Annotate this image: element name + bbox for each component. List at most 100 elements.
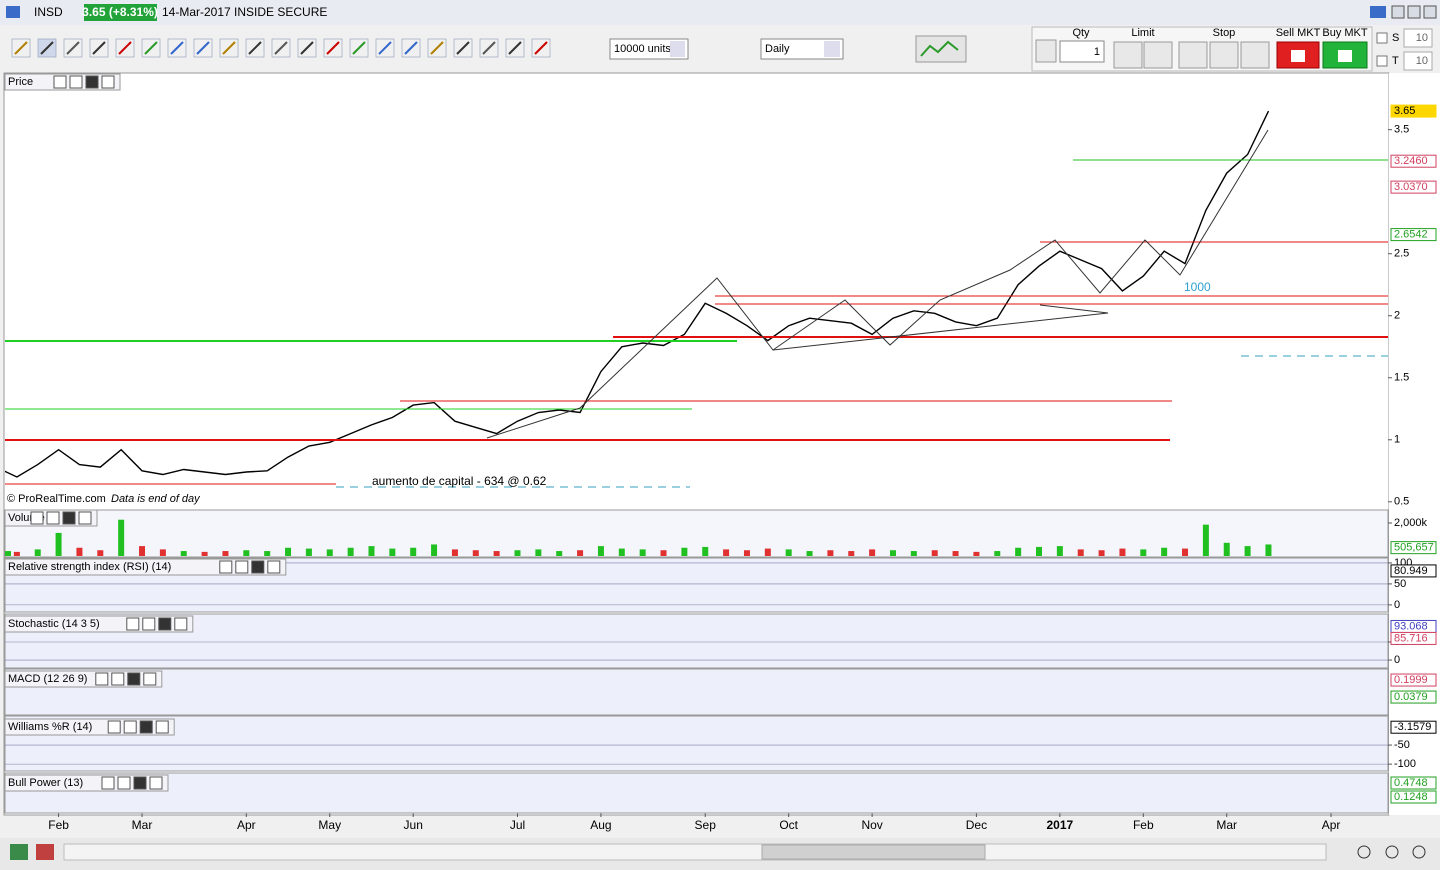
y-tick-label: -50 <box>1394 739 1410 751</box>
tool-button[interactable] <box>271 38 291 58</box>
panel-title: Williams %R (14) <box>8 721 92 733</box>
volume-bar <box>535 549 542 556</box>
tool-icon <box>508 41 522 55</box>
tool-button[interactable] <box>167 38 187 58</box>
panel-button[interactable] <box>158 617 172 631</box>
window-title: 14-Mar-2017 INSIDE SECURE <box>162 5 327 19</box>
panel-button[interactable] <box>139 720 153 734</box>
price-marker-label: 93.068 <box>1394 620 1428 632</box>
dropdown-arrow[interactable] <box>670 41 685 57</box>
x-tick-label: Sep <box>695 818 717 832</box>
stop-button[interactable] <box>1209 41 1239 69</box>
tool-button[interactable] <box>219 38 239 58</box>
qty-input[interactable] <box>1059 40 1105 63</box>
panel-button[interactable] <box>117 776 131 790</box>
limit-buy-button[interactable] <box>1113 41 1143 69</box>
settings-button[interactable] <box>1035 39 1057 63</box>
y-tick-label: -100 <box>1394 758 1416 770</box>
panel-button[interactable] <box>46 511 60 525</box>
panel-button[interactable] <box>30 511 44 525</box>
panel-button[interactable] <box>111 672 125 686</box>
tool-icon <box>534 41 548 55</box>
tool-button[interactable] <box>479 38 499 58</box>
volume-bar <box>285 547 292 556</box>
y-tick-label: 1.5 <box>1394 372 1409 384</box>
tool-button[interactable] <box>11 38 31 58</box>
tool-button[interactable] <box>115 38 135 58</box>
panel-button[interactable] <box>142 617 156 631</box>
panel-background <box>4 509 1389 558</box>
title-bar <box>0 0 1440 25</box>
panel-button[interactable] <box>62 511 76 525</box>
tool-button[interactable] <box>323 38 343 58</box>
units-dropdown[interactable] <box>609 38 689 60</box>
tool-button[interactable] <box>245 38 265 58</box>
scrollbar[interactable] <box>63 843 1327 861</box>
panel-button[interactable] <box>235 560 249 574</box>
x-tick-label: Apr <box>1322 818 1341 832</box>
t-value: 10 <box>1416 55 1428 67</box>
close-button[interactable] <box>1423 5 1437 19</box>
panel-button[interactable] <box>85 75 99 89</box>
t-checkbox[interactable] <box>1376 55 1388 67</box>
zoom-in-button[interactable] <box>1412 845 1426 859</box>
s-checkbox[interactable] <box>1376 32 1388 44</box>
zoom-out-button[interactable] <box>1385 845 1399 859</box>
panel-button[interactable] <box>78 511 92 525</box>
stop-button[interactable] <box>1178 41 1208 69</box>
s-input[interactable] <box>1403 28 1433 48</box>
volume-bar <box>994 551 1001 556</box>
tool-button[interactable] <box>297 38 317 58</box>
tool-button[interactable] <box>349 38 369 58</box>
volume-bar <box>681 547 688 556</box>
zoom-fit-button[interactable] <box>1357 845 1371 859</box>
panel-button[interactable] <box>53 75 67 89</box>
tool-button[interactable] <box>141 38 161 58</box>
panel-button[interactable] <box>101 776 115 790</box>
panel-button[interactable] <box>101 75 115 89</box>
tool-button[interactable] <box>375 38 395 58</box>
panel-button[interactable] <box>107 720 121 734</box>
panel-button[interactable] <box>133 776 147 790</box>
panel-button[interactable] <box>251 560 265 574</box>
tool-button[interactable] <box>427 38 447 58</box>
tool-button[interactable] <box>63 38 83 58</box>
panel-button[interactable] <box>69 75 83 89</box>
tool-button[interactable] <box>89 38 109 58</box>
s-label: S <box>1392 32 1399 44</box>
volume-bar <box>347 547 354 556</box>
panel-button[interactable] <box>267 560 281 574</box>
tool-button[interactable] <box>193 38 213 58</box>
stop-button[interactable] <box>1240 41 1270 69</box>
panel-button[interactable] <box>155 720 169 734</box>
panel-title: Stochastic (14 3 5) <box>8 618 100 630</box>
volume-bar <box>660 550 667 556</box>
panel-button[interactable] <box>149 776 163 790</box>
t-input[interactable] <box>1403 51 1433 71</box>
panel-button[interactable] <box>174 617 188 631</box>
panel-button[interactable] <box>143 672 157 686</box>
panel-button[interactable] <box>95 672 109 686</box>
panel-button[interactable] <box>123 720 137 734</box>
volume-bar <box>34 549 41 556</box>
units: 10000 units <box>614 43 671 55</box>
menu-button[interactable] <box>1370 6 1386 18</box>
minimize-button[interactable] <box>1391 5 1405 19</box>
tool-button[interactable] <box>401 38 421 58</box>
panel-button[interactable] <box>127 672 141 686</box>
volume-bar <box>1244 546 1251 556</box>
panel-button[interactable] <box>219 560 233 574</box>
maximize-button[interactable] <box>1407 5 1421 19</box>
volume-bar <box>222 551 229 556</box>
tool-button[interactable] <box>531 38 551 58</box>
tool-button[interactable] <box>505 38 525 58</box>
layout-button[interactable] <box>10 844 28 860</box>
tool-icon <box>222 41 236 55</box>
tool-button[interactable] <box>453 38 473 58</box>
period-dropdown[interactable] <box>760 38 844 60</box>
dropdown-arrow[interactable] <box>824 41 840 57</box>
limit-sell-button[interactable] <box>1143 41 1173 69</box>
scroll-thumb[interactable] <box>761 844 986 860</box>
zoom-mode-button[interactable] <box>36 844 54 860</box>
panel-button[interactable] <box>126 617 140 631</box>
